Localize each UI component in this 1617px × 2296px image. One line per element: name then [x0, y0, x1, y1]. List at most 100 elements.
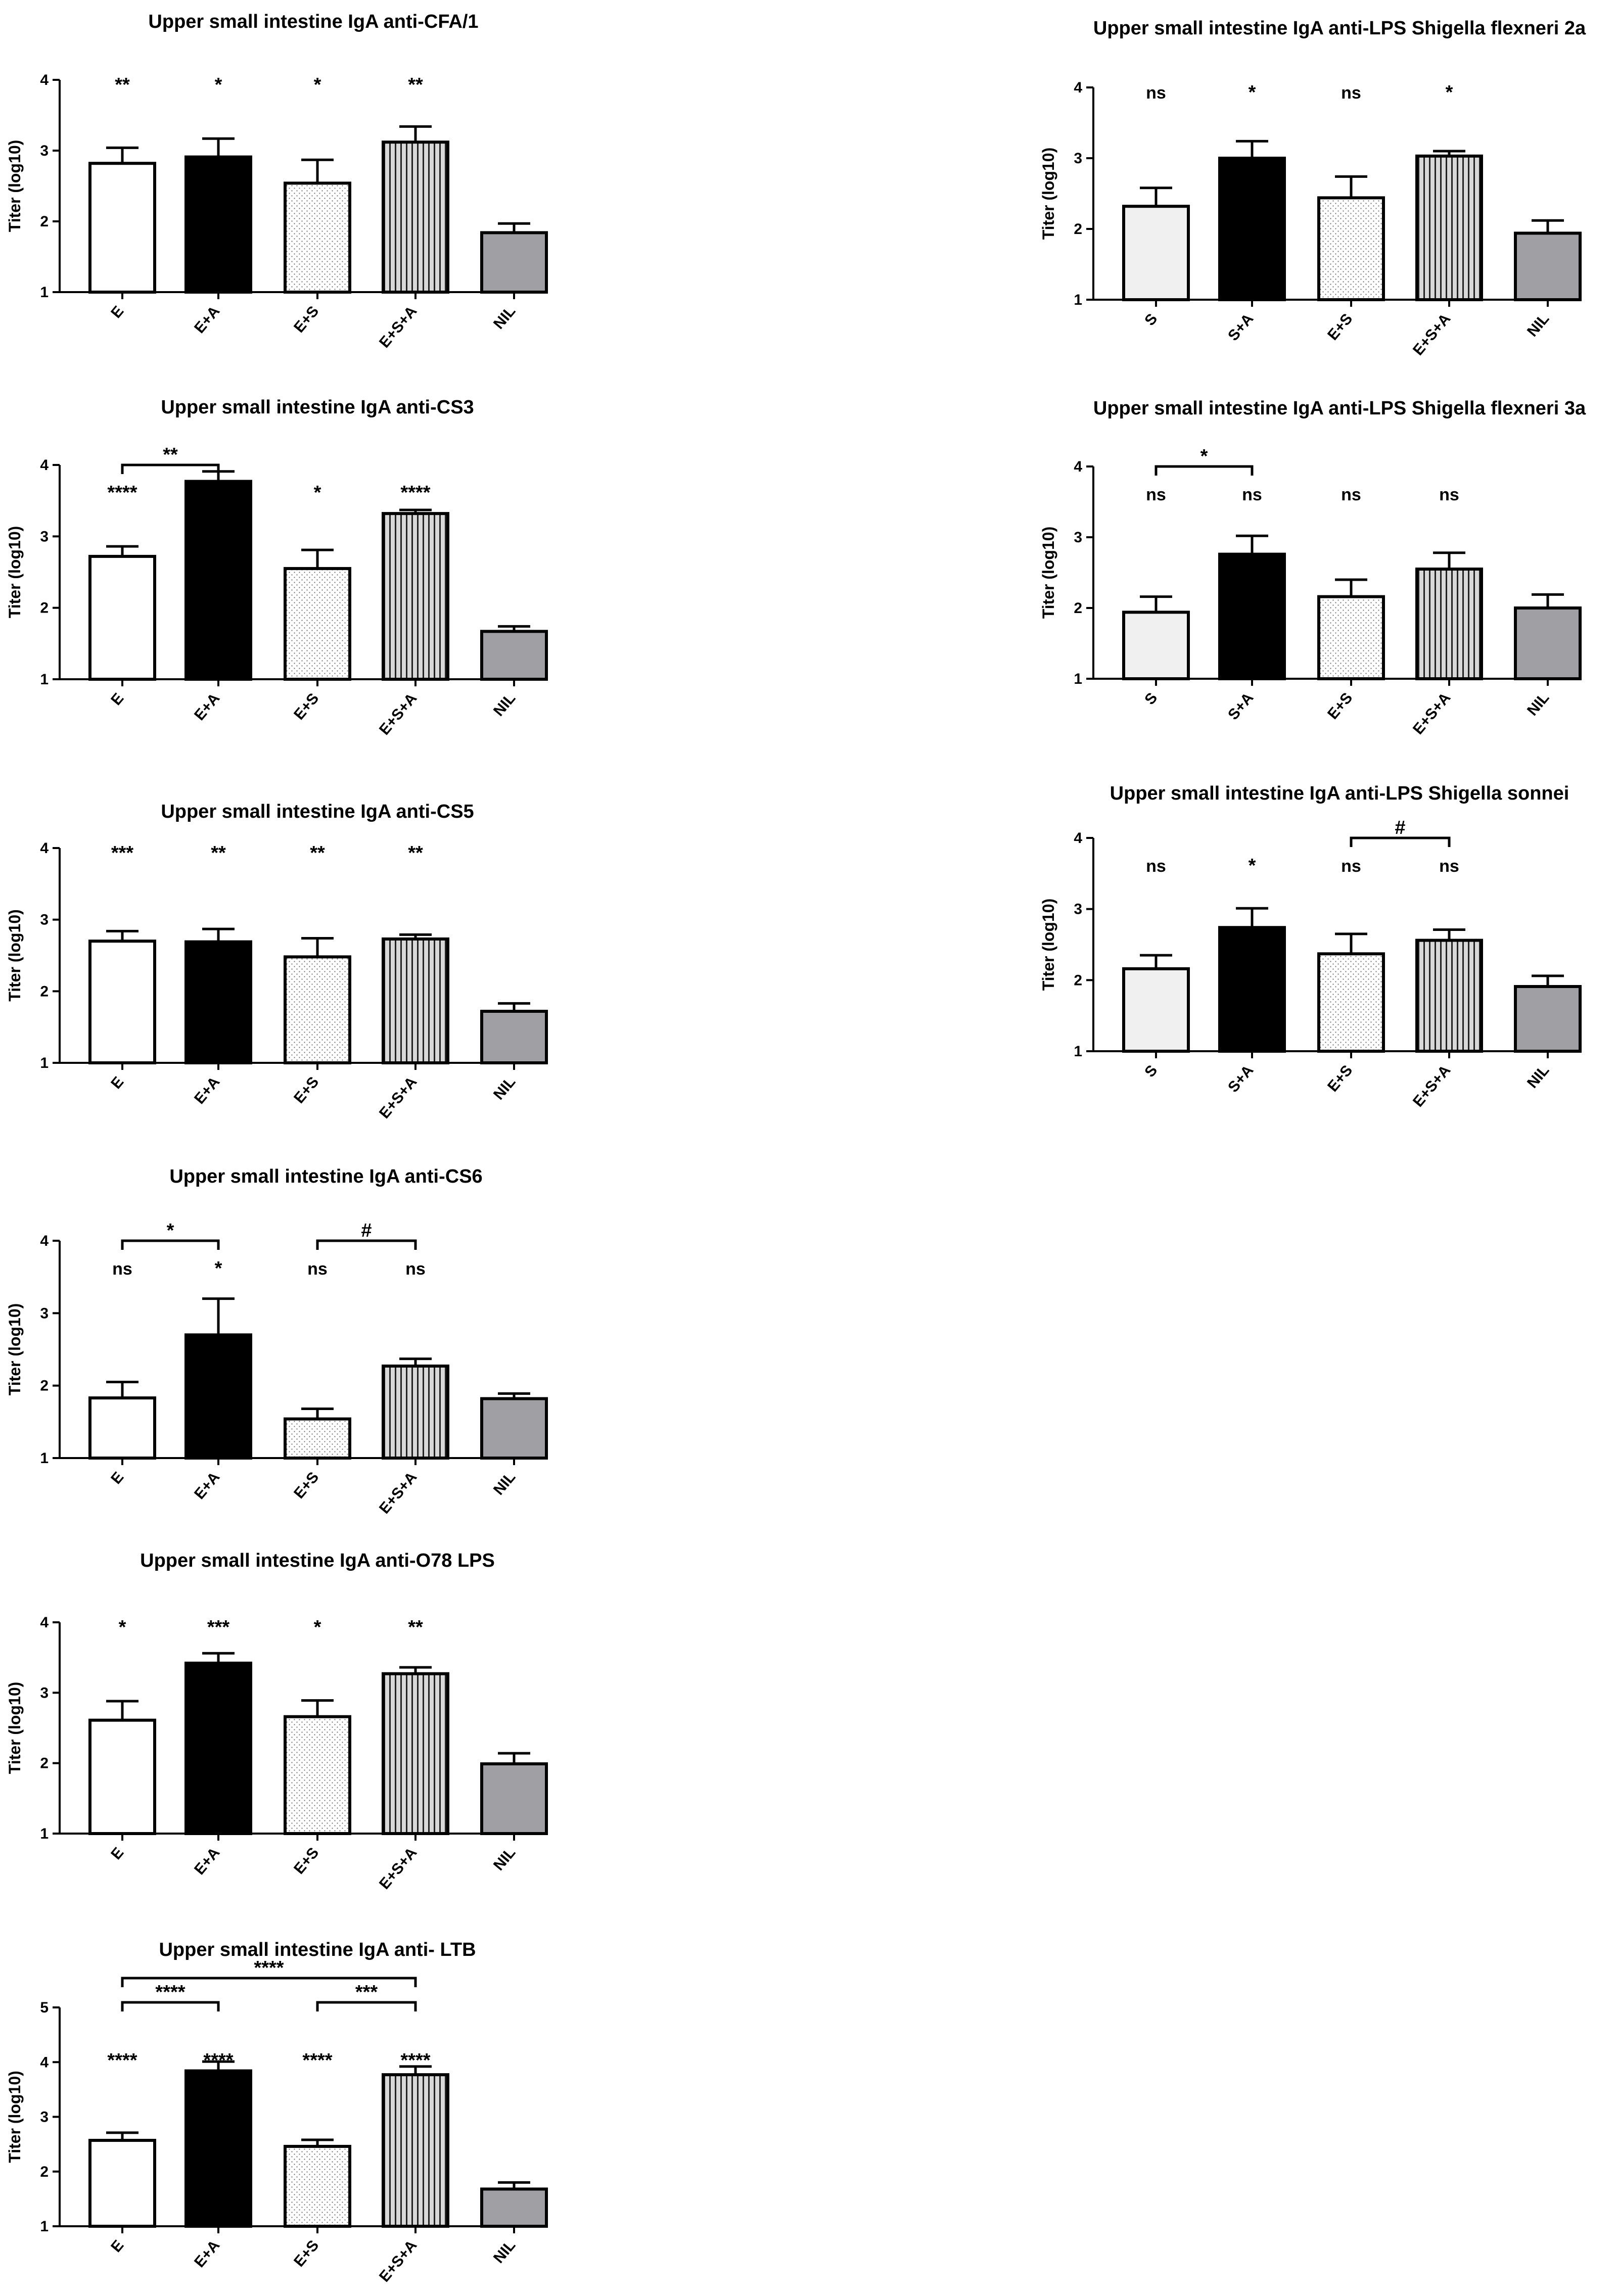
- chart-title: Upper small intestine IgA anti-LPS Shige…: [1093, 398, 1586, 419]
- category-label: E+S+A: [1410, 1062, 1454, 1110]
- y-axis-label: Titer (log10): [6, 526, 24, 619]
- y-tick-label: 3: [40, 1305, 49, 1322]
- bar: [88, 162, 156, 294]
- comparison-bracket: [316, 2001, 417, 2011]
- y-tick-label: 2: [1074, 221, 1082, 238]
- y-tick-label: 3: [40, 1684, 49, 1701]
- significance-label: ns: [1439, 857, 1459, 876]
- y-axis-label: Titer (log10): [1039, 148, 1057, 240]
- category-label: E+S: [291, 690, 322, 723]
- bar: [382, 937, 449, 1064]
- bar: [1317, 952, 1385, 1053]
- chart-title: Upper small intestine IgA anti-CS6: [169, 1166, 482, 1187]
- y-tick-label: 4: [40, 457, 49, 474]
- chart-panel: Upper small intestine IgA anti-CS6 1 2 3 4 Ti…: [6, 1166, 548, 1517]
- chart-title: Upper small intestine IgA anti- LTB: [159, 1939, 476, 1960]
- y-tick-label: 2: [40, 2164, 49, 2180]
- category-label: S+A: [1225, 1062, 1257, 1096]
- category-label: E+A: [191, 303, 223, 337]
- y-tick-label: 3: [40, 2109, 49, 2126]
- category-label: E+S: [1324, 1062, 1356, 1095]
- chart-title: Upper small intestine IgA anti-O78 LPS: [140, 1550, 495, 1571]
- category-label: NIL: [1524, 1062, 1552, 1091]
- chart-panel: Upper small intestine IgA anti-LPS Shige…: [1039, 18, 1586, 359]
- significance-label: ns: [1341, 857, 1361, 876]
- bracket-label: *: [167, 1220, 174, 1241]
- significance-label: *: [314, 482, 321, 503]
- y-tick-label: 3: [40, 143, 49, 159]
- y-tick-label: 2: [40, 213, 49, 230]
- category-label: NIL: [490, 303, 519, 332]
- category-label: E+S: [1324, 310, 1356, 343]
- bar: [480, 1762, 548, 1836]
- significance-label: ns: [1341, 83, 1361, 103]
- chart-panel: Upper small intestine IgA anti-LPS Shige…: [1039, 398, 1586, 738]
- significance-label: *: [314, 74, 321, 96]
- category-label: NIL: [490, 1469, 519, 1498]
- chart-grid: Upper small intestine IgA anti-CFA/1 1 2 3 4…: [6, 11, 1586, 2285]
- y-axis-label: Titer (log10): [6, 140, 24, 232]
- bar: [382, 1364, 449, 1460]
- significance-label: ns: [112, 1259, 132, 1279]
- bar: [1122, 967, 1190, 1053]
- y-tick-label: 1: [40, 284, 49, 301]
- bar: [382, 1672, 449, 1836]
- category-label: E: [108, 1073, 127, 1092]
- comparison-bracket: [1350, 836, 1451, 847]
- y-tick-label: 3: [40, 528, 49, 545]
- significance-label: **: [310, 842, 325, 864]
- chart-title: Upper small intestine IgA anti-LPS Shige…: [1110, 783, 1569, 804]
- significance-label: ns: [1341, 485, 1361, 504]
- bar: [1218, 552, 1286, 680]
- bracket-label: *: [1200, 446, 1208, 467]
- bracket-label: ***: [355, 1982, 378, 2003]
- bar: [480, 231, 548, 294]
- category-label: E+S+A: [376, 690, 420, 738]
- bar: [88, 940, 156, 1064]
- y-tick-label: 1: [1074, 292, 1082, 308]
- bracket-label: **: [163, 444, 178, 465]
- category-label: E+S+A: [376, 1844, 420, 1892]
- y-tick-label: 1: [1074, 671, 1082, 687]
- y-tick-label: 1: [1074, 1043, 1082, 1060]
- category-label: S: [1141, 689, 1161, 708]
- chart-panel: Upper small intestine IgA anti-CS3 1 2 3 4 Ti…: [6, 397, 548, 738]
- category-label: E+A: [191, 1073, 223, 1107]
- category-label: E+A: [191, 1469, 223, 1503]
- bar: [284, 2144, 351, 2228]
- significance-label: **: [211, 842, 226, 864]
- category-label: NIL: [490, 690, 519, 719]
- comparison-bracket: [121, 1977, 417, 1987]
- significance-label: ns: [1146, 857, 1166, 876]
- y-tick-label: 4: [1074, 458, 1082, 475]
- category-label: NIL: [1524, 689, 1552, 719]
- y-tick-label: 1: [40, 2218, 49, 2235]
- y-tick-label: 4: [40, 72, 49, 88]
- significance-label: ns: [1439, 485, 1459, 504]
- bar: [1415, 939, 1483, 1053]
- chart-panel: Upper small intestine IgA anti-CS5 1 2 3 4 Ti…: [6, 801, 548, 1122]
- bar: [184, 2069, 252, 2228]
- y-axis-label: Titer (log10): [1039, 527, 1057, 619]
- y-tick-label: 4: [40, 1233, 49, 1249]
- bar: [284, 1715, 351, 1836]
- y-tick-label: 1: [40, 1825, 49, 1842]
- category-label: NIL: [490, 2237, 519, 2266]
- bar: [480, 1397, 548, 1460]
- significance-label: ****: [107, 2050, 137, 2071]
- chart-title: Upper small intestine IgA anti-CFA/1: [148, 11, 478, 32]
- significance-label: ***: [207, 1617, 230, 1638]
- bar: [1317, 196, 1385, 301]
- y-axis-label: Titer (log10): [6, 2071, 24, 2163]
- significance-label: *: [1249, 855, 1256, 876]
- bar: [382, 2073, 449, 2228]
- significance-label: *: [215, 74, 222, 96]
- category-label: E+A: [191, 690, 223, 724]
- bar: [480, 2187, 548, 2228]
- bar: [1122, 611, 1190, 681]
- bar: [382, 512, 449, 681]
- significance-label: **: [408, 842, 423, 864]
- category-label: E+S: [291, 303, 322, 336]
- significance-label: ***: [111, 842, 134, 864]
- significance-label: ns: [307, 1259, 328, 1279]
